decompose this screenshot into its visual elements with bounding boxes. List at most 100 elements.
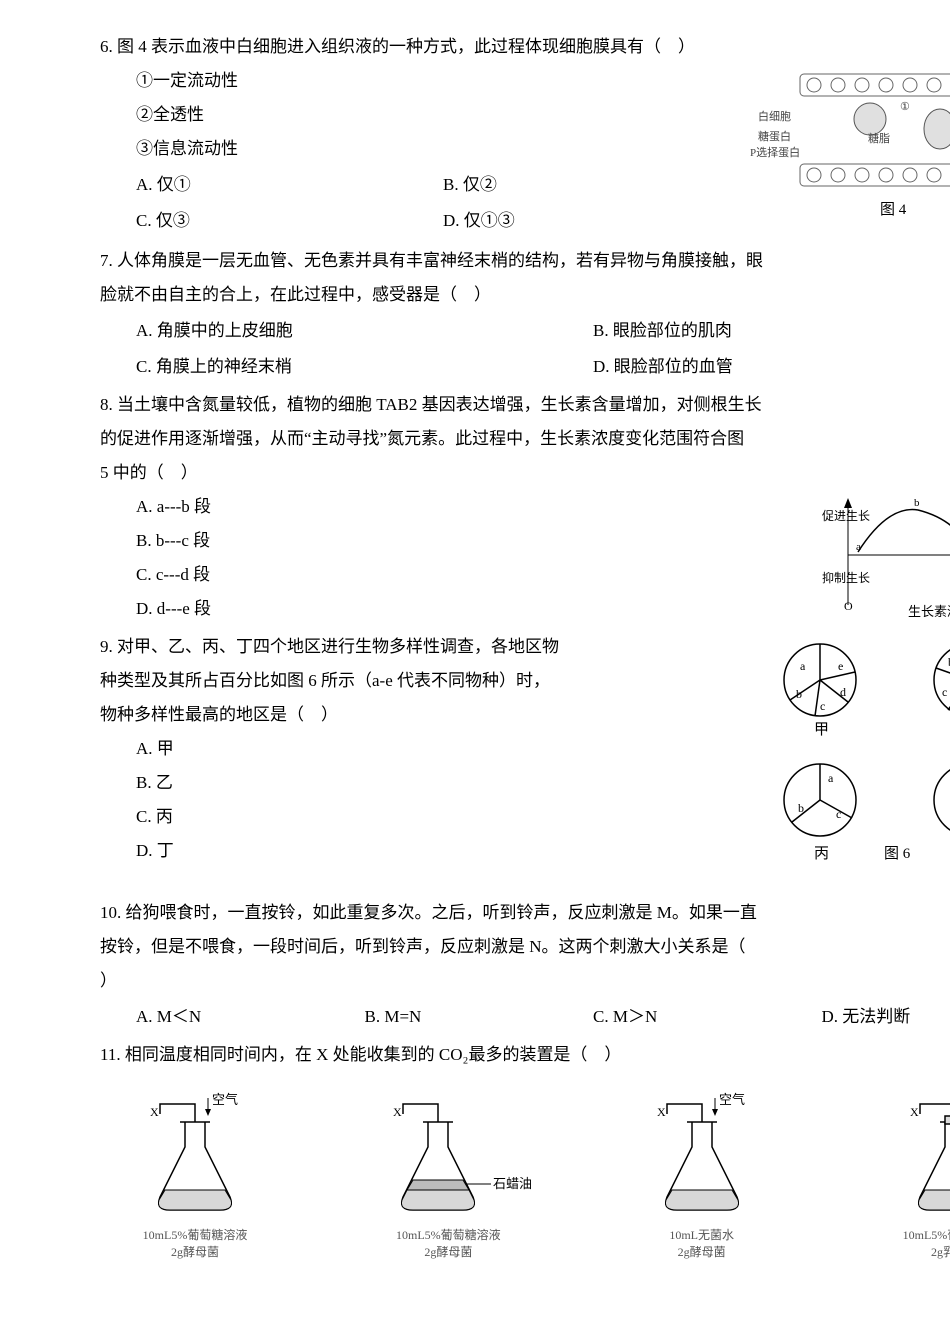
flask-1: X 空气 10mL5%葡萄糖溶液 2g酵母菌 — [110, 1092, 280, 1261]
flask-3-cap2: 2g酵母菌 — [617, 1244, 787, 1261]
q6-li2: ②全透性 — [100, 98, 750, 132]
svg-text:c: c — [820, 699, 825, 713]
q10-optD: D. 无法判断 — [822, 1000, 950, 1034]
svg-text:c: c — [836, 807, 841, 821]
flask-4: X 10mL5%葡萄糖溶液 2g乳酸菌 — [870, 1092, 950, 1261]
svg-text:①: ① — [900, 101, 910, 113]
svg-text:P选择蛋白: P选择蛋白 — [750, 145, 800, 159]
flask-4-cap1: 10mL5%葡萄糖溶液 — [870, 1227, 950, 1244]
q7-opts-2: C. 角膜上的神经末梢 D. 眼脸部位的血管 — [100, 350, 950, 384]
q9-stem3: 物种多样性最高的地区是（ ） — [100, 698, 760, 732]
svg-text:空气: 空气 — [719, 1092, 745, 1107]
flask-2-cap1: 10mL5%葡萄糖溶液 — [363, 1227, 533, 1244]
q11-stem: 11. 相同温度相同时间内，在 X 处能收集到的 CO₂最多的装置是（ ） — [100, 1038, 950, 1072]
flask-3-svg: X 空气 — [627, 1092, 777, 1222]
svg-text:X: X — [910, 1105, 919, 1119]
q8-optC: C. c---d 段 — [100, 558, 818, 592]
q8-body: A. a---b 段 B. b---c 段 C. c---d 段 D. d---… — [100, 490, 950, 626]
svg-text:石蜡油: 石蜡油 — [493, 1176, 532, 1191]
svg-text:生长素浓度: 生长素浓度 — [908, 604, 950, 619]
q6-optC: C. 仅③ — [100, 204, 443, 238]
q8-optD: D. d---e 段 — [100, 592, 818, 626]
flask-4-svg: X — [880, 1092, 950, 1222]
q9-optA: A. 甲 — [100, 732, 760, 766]
question-6: 6. 图 4 表示血液中白细胞进入组织液的一种方式，此过程体现细胞膜具有（ ） … — [100, 30, 950, 240]
q7-optC: C. 角膜上的神经末梢 — [100, 350, 593, 384]
q8-opts: A. a---b 段 B. b---c 段 C. c---d 段 D. d---… — [100, 490, 818, 626]
q6-stem: 6. 图 4 表示血液中白细胞进入组织液的一种方式，此过程体现细胞膜具有（ ） — [100, 30, 950, 64]
q10-stem3: ） — [100, 964, 950, 998]
flask-1-cap2: 2g酵母菌 — [110, 1244, 280, 1261]
figure-6: a e d c b a e d c b a c b a — [760, 630, 950, 892]
svg-text:糖脂: 糖脂 — [868, 131, 890, 145]
q10-stem1: 10. 给狗喂食时，一直按铃，如此重复多次。之后，听到铃声，反应刺激是 M。如果… — [100, 896, 950, 930]
flask-3-cap1: 10mL无菌水 — [617, 1227, 787, 1244]
svg-text:a: a — [828, 771, 834, 785]
svg-text:b: b — [796, 687, 802, 701]
svg-text:c: c — [942, 685, 947, 699]
q10-optC: C. M＞N — [593, 1000, 822, 1034]
svg-text:图 4: 图 4 — [880, 201, 907, 218]
question-10: 10. 给狗喂食时，一直按铃，如此重复多次。之后，听到铃声，反应刺激是 M。如果… — [100, 896, 950, 1034]
q6-optB: B. 仅② — [443, 168, 750, 202]
q6-opts-1: A. 仅① B. 仅② — [100, 168, 750, 202]
svg-text:O: O — [844, 599, 853, 613]
svg-text:糖蛋白: 糖蛋白 — [758, 129, 791, 143]
flask-3: X 空气 10mL无菌水 2g酵母菌 — [617, 1092, 787, 1261]
flask-1-svg: X 空气 — [120, 1092, 270, 1222]
q9-text: 9. 对甲、乙、丙、丁四个地区进行生物多样性调查，各地区物 种类型及其所占百分比… — [100, 630, 760, 868]
svg-text:甲: 甲 — [814, 722, 829, 738]
q6-text: ①一定流动性 ②全透性 ③信息流动性 A. 仅① B. 仅② C. 仅③ D. … — [100, 64, 750, 240]
svg-text:a: a — [800, 659, 806, 673]
q6-body: ①一定流动性 ②全透性 ③信息流动性 A. 仅① B. 仅② C. 仅③ D. … — [100, 64, 950, 240]
svg-text:e: e — [838, 659, 843, 673]
svg-text:图 6: 图 6 — [884, 845, 911, 862]
q7-opts-1: A. 角膜中的上皮细胞 B. 眼脸部位的肌肉 — [100, 314, 950, 348]
question-11: 11. 相同温度相同时间内，在 X 处能收集到的 CO₂最多的装置是（ ） X … — [100, 1038, 950, 1261]
q8-optB: B. b---c 段 — [100, 524, 818, 558]
q6-li3: ③信息流动性 — [100, 132, 750, 166]
figure-5-svg: O 促进生长 抑制生长 生长素浓度 a b c d e — [818, 490, 950, 620]
q9-optD: D. 丁 — [100, 834, 760, 868]
q9-optB: B. 乙 — [100, 766, 760, 800]
question-7: 7. 人体角膜是一层无血管、无色素并具有丰富神经末梢的结构，若有异物与角膜接触，… — [100, 244, 950, 384]
q11-flasks: X 空气 10mL5%葡萄糖溶液 2g酵母菌 石蜡油 X — [100, 1092, 950, 1261]
q10-stem2: 按铃，但是不喂食，一段时间后，听到铃声，反应刺激是 N。这两个刺激大小关系是（ — [100, 930, 950, 964]
svg-text:X: X — [150, 1105, 159, 1119]
svg-text:d: d — [840, 685, 846, 699]
q6-optD: D. 仅①③ — [443, 204, 750, 238]
flask-1-cap1: 10mL5%葡萄糖溶液 — [110, 1227, 280, 1244]
svg-text:b: b — [798, 801, 804, 815]
q8-stem2: 的促进作用逐渐增强，从而“主动寻找”氮元素。此过程中，生长素浓度变化范围符合图 — [100, 422, 950, 456]
q10-opts: A. M＜N B. M=N C. M＞N D. 无法判断 — [100, 1000, 950, 1034]
q8-optA: A. a---b 段 — [100, 490, 818, 524]
svg-text:丙: 丙 — [814, 846, 829, 862]
q6-li1: ①一定流动性 — [100, 64, 750, 98]
q10-optA: A. M＜N — [100, 1000, 365, 1034]
q7-stem1: 7. 人体角膜是一层无血管、无色素并具有丰富神经末梢的结构，若有异物与角膜接触，… — [100, 244, 950, 278]
svg-text:空气: 空气 — [212, 1092, 238, 1107]
q6-opts-2: C. 仅③ D. 仅①③ — [100, 204, 750, 238]
q7-optD: D. 眼脸部位的血管 — [593, 350, 950, 384]
q7-optA: A. 角膜中的上皮细胞 — [100, 314, 593, 348]
q8-stem3: 5 中的（ ） — [100, 456, 950, 490]
svg-text:白细胞: 白细胞 — [758, 109, 791, 123]
q9-body: 9. 对甲、乙、丙、丁四个地区进行生物多样性调查，各地区物 种类型及其所占百分比… — [100, 630, 950, 892]
flask-2-svg: 石蜡油 X — [363, 1092, 533, 1222]
svg-text:抑制生长: 抑制生长 — [822, 570, 870, 585]
svg-text:促进生长: 促进生长 — [822, 509, 870, 523]
figure-6-svg: a e d c b a e d c b a c b a — [760, 630, 950, 880]
question-8: 8. 当土壤中含氮量较低，植物的细胞 TAB2 基因表达增强，生长素含量增加，对… — [100, 388, 950, 626]
q7-stem2: 脸就不由自主的合上，在此过程中，感受器是（ ） — [100, 278, 950, 312]
figure-5: O 促进生长 抑制生长 生长素浓度 a b c d e 图 5 — [818, 490, 950, 620]
svg-text:X: X — [393, 1105, 402, 1119]
q7-optB: B. 眼脸部位的肌肉 — [593, 314, 950, 348]
svg-text:a: a — [856, 541, 861, 553]
q10-optB: B. M=N — [365, 1000, 594, 1034]
figure-4: ① ② ③ 白细胞 糖蛋白 P选择蛋白 糖脂 毛细血管壁细胞 感染部位 图 4 — [750, 64, 950, 236]
q9-optC: C. 丙 — [100, 800, 760, 834]
flask-4-cap2: 2g乳酸菌 — [870, 1244, 950, 1261]
figure-4-svg: ① ② ③ 白细胞 糖蛋白 P选择蛋白 糖脂 毛细血管壁细胞 感染部位 图 4 — [750, 64, 950, 224]
svg-text:b: b — [914, 497, 920, 509]
q9-stem2: 种类型及其所占百分比如图 6 所示（a-e 代表不同物种）时， — [100, 664, 760, 698]
